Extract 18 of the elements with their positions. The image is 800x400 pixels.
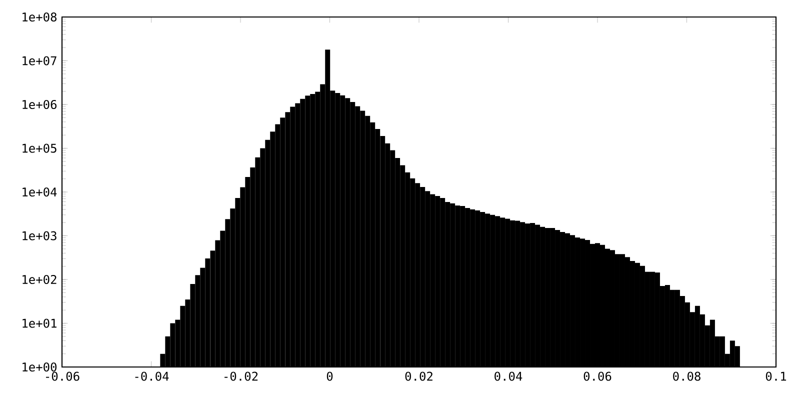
x-tick-label: -0.06 bbox=[46, 372, 80, 381]
y-tick-label: 1e+03 bbox=[22, 231, 56, 240]
y-tick-label: 1e+08 bbox=[22, 12, 57, 22]
y-tick-label: 1e+02 bbox=[22, 274, 56, 284]
y-tick-label: 1e+01 bbox=[22, 318, 56, 328]
y-tick-label: 1e+00 bbox=[22, 362, 56, 372]
y-tick-label: 1e+06 bbox=[22, 100, 56, 110]
y-tick-label: 1e+07 bbox=[22, 56, 56, 66]
y-tick-label: 1e+05 bbox=[22, 144, 56, 153]
x-tick-label: 0.04 bbox=[494, 372, 522, 381]
x-tick-label: 0 bbox=[326, 372, 333, 381]
x-tick-label: -0.04 bbox=[135, 372, 169, 381]
x-tick-label: 0.06 bbox=[584, 372, 612, 381]
y-tick-label: 1e+04 bbox=[22, 187, 57, 197]
x-tick-label: 0.1 bbox=[766, 372, 786, 381]
x-tick-label: -0.02 bbox=[224, 372, 258, 381]
x-tick-label: 0.08 bbox=[673, 372, 700, 381]
x-tick-label: 0.02 bbox=[405, 372, 432, 381]
